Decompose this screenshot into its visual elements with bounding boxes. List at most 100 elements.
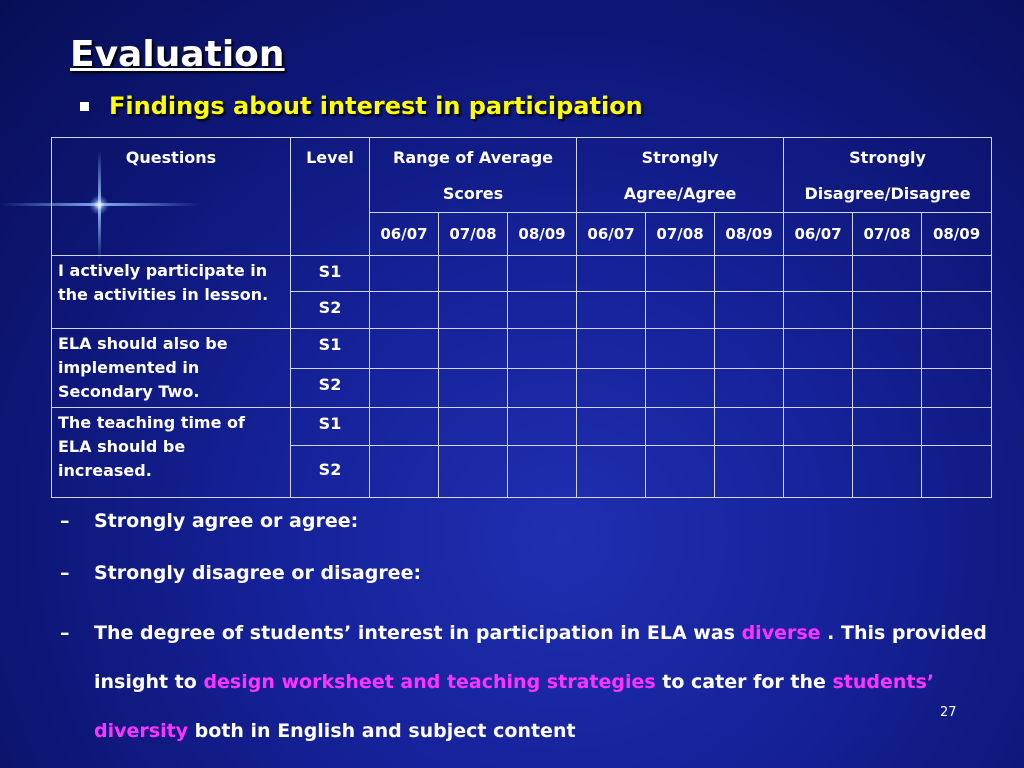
empty-cell [576,407,647,446]
header-year-cell: 06/07 [369,212,439,256]
empty-cell [645,255,716,292]
empty-cell [714,328,785,369]
empty-cell [438,368,508,408]
note-text: The degree of students’ interest in part… [94,622,742,644]
highlight-text: students’ diversity [94,671,935,742]
empty-cell [783,328,854,369]
page-number: 27 [940,705,957,720]
header-questions: Questions [51,137,291,256]
header-range-line1: Range of Average [393,148,554,167]
empty-cell [576,368,647,408]
header-year-cell: 06/07 [576,212,647,256]
empty-cell [576,255,647,292]
empty-cell [506,368,578,408]
note-text: Strongly disagree or disagree: [94,562,422,584]
empty-cell [645,407,716,446]
empty-cell [645,291,716,329]
empty-cell [783,255,854,292]
empty-cell [714,407,785,446]
table-row: I actively participate in the activities… [51,255,993,329]
findings-table: Questions Level Range of Average Scores … [51,137,993,498]
empty-cell [506,328,578,369]
empty-cell [369,291,439,329]
header-year-cell: 06/07 [783,212,854,256]
empty-cell [852,328,923,369]
header-agree-line1: Strongly [641,148,719,167]
empty-cell [645,445,716,498]
empty-cell [852,255,923,292]
empty-cell [921,445,993,498]
empty-cell [783,291,854,329]
empty-cell [506,445,578,498]
note-item: – The degree of students’ interest in pa… [60,609,1000,756]
empty-cell [921,328,993,369]
note-item: – Strongly disagree or disagree: [60,557,1000,589]
dash-bullet: – [60,562,70,584]
empty-cell [369,407,439,446]
slide-subtitle: Findings about interest in participation [80,92,643,120]
note-item: – Strongly agree or agree: [60,505,1000,537]
empty-cell [783,368,854,408]
header-strongly-agree-agree: Strongly Agree/Agree [576,137,785,213]
empty-cell [438,291,508,329]
level-cell: S1 [290,328,370,369]
empty-cell [714,291,785,329]
question-cell: ELA should also be implemented in Second… [51,328,291,408]
dash-bullet: – [60,622,70,644]
highlight-text: diverse [741,622,821,644]
question-cell: The teaching time of ELA should be incre… [51,407,291,498]
empty-cell [369,445,439,498]
header-disagree-line2: Disagree/Disagree [804,184,971,203]
header-year-cell: 07/08 [438,212,508,256]
empty-cell [576,328,647,369]
note-text: both in English and subject content [188,720,576,742]
note-text: . This provided insight to [94,622,987,693]
header-range-line2: Scores [442,184,504,203]
empty-cell [645,368,716,408]
empty-cell [506,407,578,446]
empty-cell [852,291,923,329]
table-row: The teaching time of ELA should be incre… [51,407,993,498]
empty-cell [852,368,923,408]
empty-cell [714,445,785,498]
header-level: Level [290,137,370,256]
header-year-cell: 08/09 [714,212,785,256]
empty-cell [438,445,508,498]
header-agree-line2: Agree/Agree [623,184,737,203]
question-cell: I actively participate in the activities… [51,255,291,329]
header-strongly-disagree-disagree: Strongly Disagree/Disagree [783,137,993,213]
empty-cell [576,445,647,498]
level-cell: S2 [290,368,370,408]
empty-cell [645,328,716,369]
empty-cell [438,328,508,369]
table-row: S2 [52,291,993,329]
empty-cell [714,255,785,292]
square-bullet-icon [80,101,89,111]
level-cell: S2 [290,445,370,498]
slide-title: Evaluation [70,34,285,75]
note-text: to cater for the [655,671,833,693]
empty-cell [506,291,578,329]
empty-cell [921,407,993,446]
dash-bullet: – [60,510,70,532]
empty-cell [921,255,993,292]
header-range-of-average-scores: Range of Average Scores [368,137,578,213]
empty-cell [921,368,993,408]
empty-cell [369,368,439,408]
header-year-cell: 07/08 [645,212,716,256]
note-text: Strongly agree or agree: [94,510,359,532]
level-cell: S2 [290,291,370,329]
header-disagree-line1: Strongly [849,148,926,167]
empty-cell [576,291,647,329]
empty-cell [438,407,508,446]
level-cell: S1 [290,407,370,446]
empty-cell [852,445,923,498]
findings-notes: – Strongly agree or agree: – Strongly di… [60,505,1000,756]
empty-cell [783,445,854,498]
subtitle-text: Findings about interest in participation [109,92,643,120]
highlight-text: design worksheet and teaching strategies [203,671,656,693]
empty-cell [783,407,854,446]
table-row: ELA should also be implemented in Second… [51,328,993,408]
empty-cell [369,255,439,292]
empty-cell [369,328,439,369]
